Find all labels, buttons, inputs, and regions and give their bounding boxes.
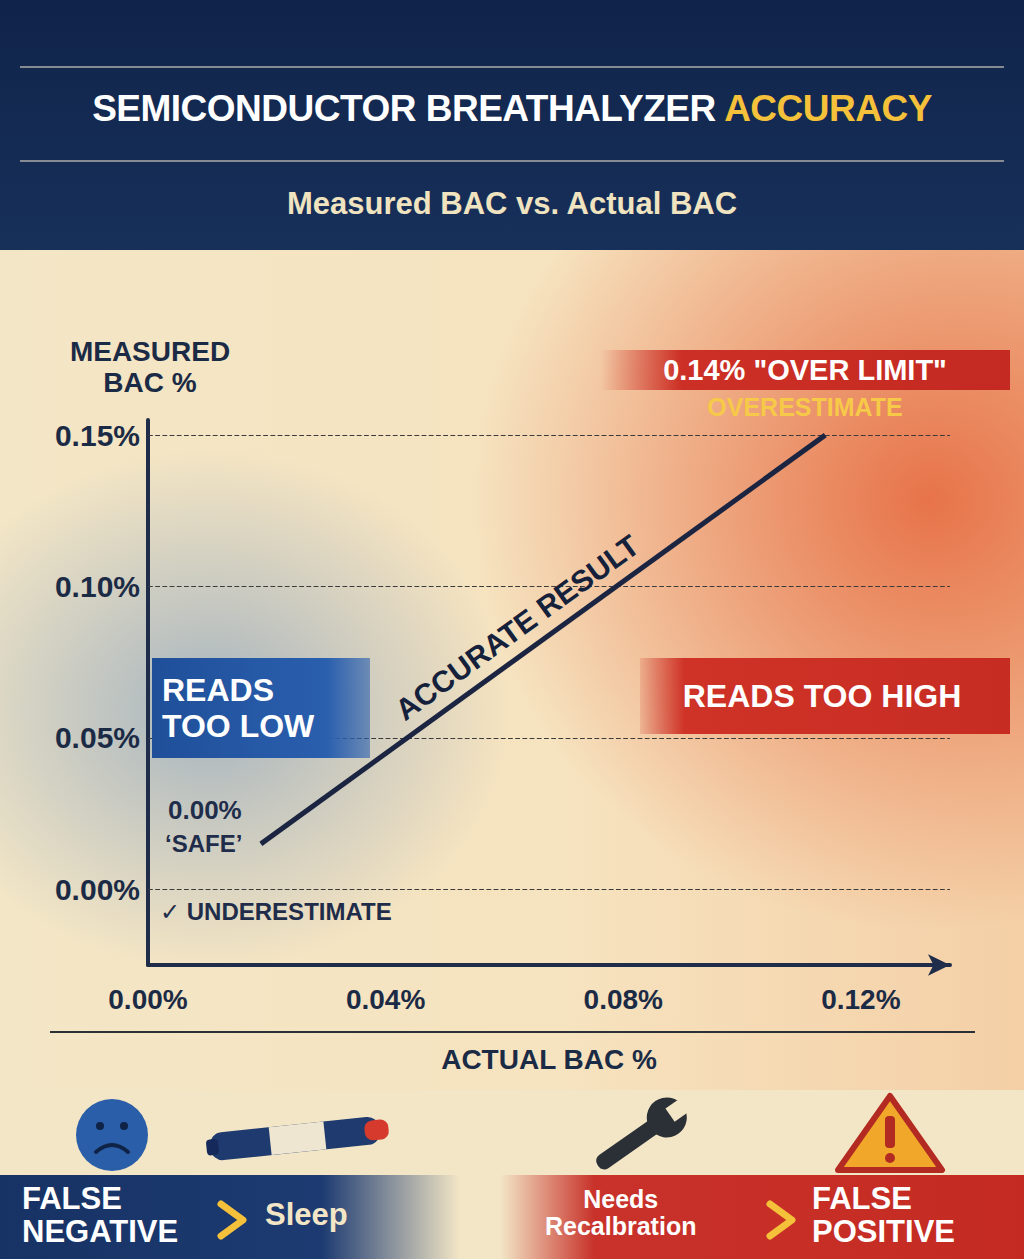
svg-text:BAC %: BAC % <box>103 367 196 398</box>
svg-text:ACTUAL BAC %: ACTUAL BAC % <box>441 1044 657 1075</box>
html-text:Measured BAC vs. Actual BAC: Measured BAC vs. Actual BAC <box>286 186 738 221</box>
svg-text:ACCURATE RESULT: ACCURATE RESULT <box>389 528 645 726</box>
svg-text:0.00%: 0.00% <box>108 984 187 1015</box>
svg-text:0.12%: 0.12% <box>821 984 900 1015</box>
svg-text:0.04%: 0.04% <box>346 984 425 1015</box>
svg-text:0.08%: 0.08% <box>584 984 663 1015</box>
html-text:Needs Recalbration: Needs Recalbration <box>545 1185 697 1240</box>
svg-text:OVERESTIMATE: OVERESTIMATE <box>707 393 902 421</box>
svg-text:0.14% "OVER LIMIT": 0.14% "OVER LIMIT" <box>663 354 947 386</box>
svg-text:0.10%: 0.10% <box>55 570 140 603</box>
svg-text:0.05%: 0.05% <box>55 721 140 754</box>
html-text:Sleep: Sleep <box>265 1197 348 1232</box>
svg-text:MEASURED: MEASURED <box>70 336 230 367</box>
svg-text:READS TOO HIGH: READS TOO HIGH <box>683 678 962 714</box>
svg-text:‘SAFE’: ‘SAFE’ <box>165 830 242 857</box>
svg-text:TOO LOW: TOO LOW <box>162 708 315 744</box>
svg-text:0.15%: 0.15% <box>55 419 140 452</box>
html-text:FALSE NEGATIVE: FALSE NEGATIVE <box>22 1181 179 1250</box>
svg-text:READS: READS <box>162 672 274 708</box>
svg-text:0.00%: 0.00% <box>168 795 242 825</box>
svg-text:0.00%: 0.00% <box>55 873 140 906</box>
svg-text:✓ UNDERESTIMATE: ✓ UNDERESTIMATE <box>160 898 392 925</box>
html-text:SEMICONDUCTOR BREATHALYZER ACC: SEMICONDUCTOR BREATHALYZER ACCURACY <box>92 88 932 129</box>
html-text:FALSE POSITIVE: FALSE POSITIVE <box>812 1181 955 1250</box>
